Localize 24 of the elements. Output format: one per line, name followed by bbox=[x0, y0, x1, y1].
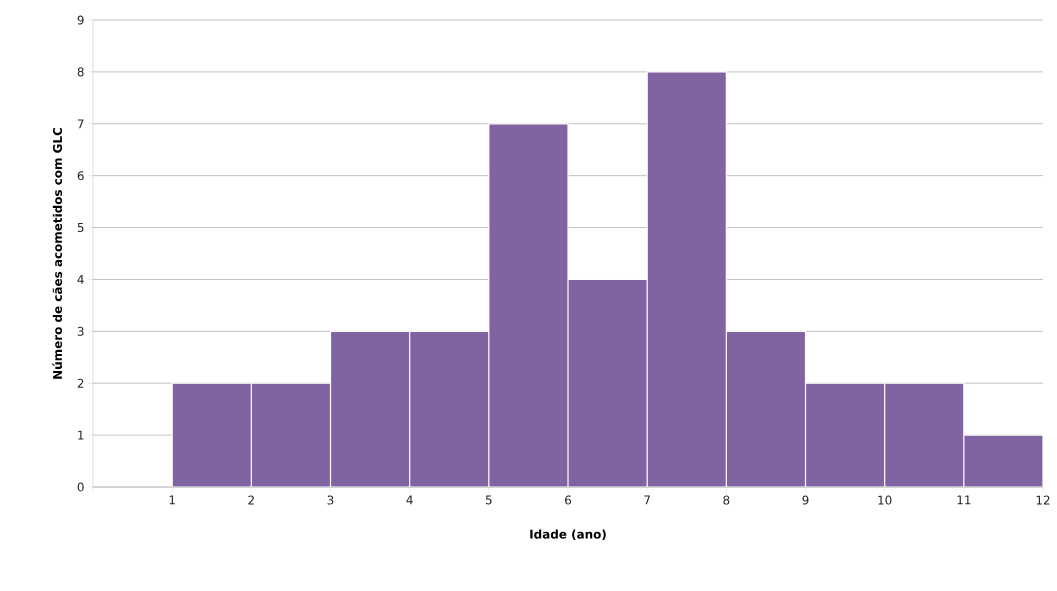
y-tick-label: 5 bbox=[77, 223, 84, 232]
x-tick-label: 10 bbox=[878, 495, 892, 505]
x-tick-label: 2 bbox=[248, 495, 254, 505]
x-tick-label: 6 bbox=[565, 495, 572, 505]
y-tick-label: 8 bbox=[77, 67, 84, 77]
x-tick-label: 9 bbox=[802, 495, 809, 505]
y-tick-label: 4 bbox=[77, 275, 84, 284]
x-tick-label: 11 bbox=[957, 495, 971, 505]
y-tick-label: 7 bbox=[77, 119, 84, 129]
x-axis-title: Idade (ano) bbox=[530, 529, 606, 541]
y-tick-label: 6 bbox=[77, 171, 84, 181]
y-tick-label: 1 bbox=[78, 430, 84, 440]
y-axis-title: Número de cães acometidos com GLC bbox=[52, 127, 63, 379]
x-tick-label: 12 bbox=[1036, 495, 1050, 505]
x-tick-label: 7 bbox=[644, 495, 650, 505]
x-tick-label: 8 bbox=[723, 495, 730, 505]
y-tick-label: 3 bbox=[77, 326, 84, 336]
y-tick-label: 0 bbox=[77, 482, 84, 492]
y-tick-label: 2 bbox=[77, 378, 84, 388]
x-tick-label: 4 bbox=[406, 495, 413, 505]
x-tick-label: 3 bbox=[327, 495, 334, 505]
y-tick-label: 9 bbox=[77, 15, 84, 25]
x-tick-label: 5 bbox=[485, 495, 492, 505]
x-tick-label: 1 bbox=[169, 495, 175, 505]
